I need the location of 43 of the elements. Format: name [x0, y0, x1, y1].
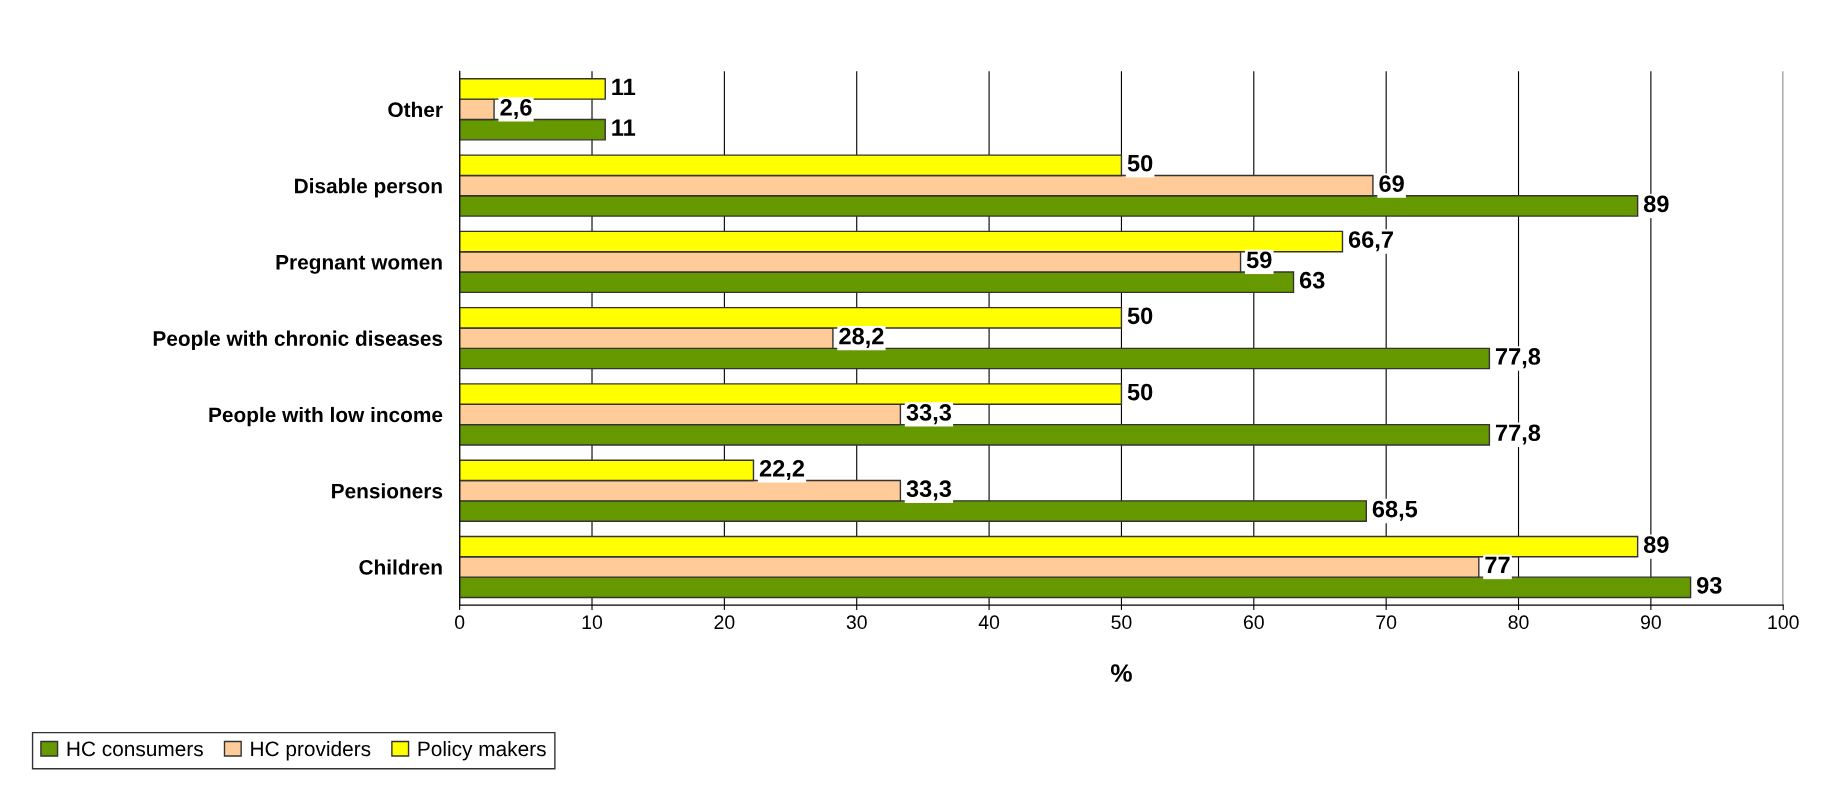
data-label: 77,8 [1495, 424, 1541, 445]
data-label: 69 [1379, 175, 1404, 192]
x-tick-label: 50 [1111, 615, 1132, 630]
data-label: 33,3 [906, 480, 952, 501]
x-tick-label: 60 [1243, 615, 1264, 630]
x-axis-title: % [1110, 664, 1132, 682]
x-tick-label: 0 [455, 615, 465, 630]
data-label: 50 [1127, 154, 1153, 172]
legend-label: HC providers [251, 740, 371, 761]
data-label: 93 [1696, 576, 1722, 594]
y-tick-label: Disable person [295, 178, 442, 198]
data-label: 68,5 [1372, 500, 1418, 521]
y-tick-label: Other [388, 101, 443, 118]
x-tick-label: 20 [714, 615, 735, 630]
data-label: 66,7 [1348, 231, 1393, 252]
x-tick-label: 100 [1768, 615, 1799, 630]
legend-label: HC consumers [67, 741, 203, 757]
y-tick-label: Children [359, 559, 442, 575]
data-label: 89 [1643, 195, 1669, 213]
y-tick-label: Pensioners [332, 483, 443, 499]
data-label: 63 [1299, 271, 1325, 289]
data-label: 22,2 [759, 459, 805, 481]
y-tick-label: Pregnant women [276, 255, 442, 274]
x-tick-label: 90 [1640, 615, 1661, 630]
x-tick-label: 70 [1376, 615, 1397, 630]
x-tick-label: 80 [1508, 615, 1529, 630]
x-tick-label: 10 [582, 615, 603, 630]
legend-label: Policy makers [418, 740, 546, 761]
data-label: 89 [1643, 536, 1669, 553]
data-label: 50 [1127, 307, 1153, 325]
data-label: 77,8 [1495, 348, 1541, 369]
y-tick-label: People with chronic diseases [153, 330, 443, 351]
data-label: 33,3 [906, 404, 952, 425]
x-tick-label: 40 [978, 615, 1000, 630]
data-label: 11 [612, 119, 636, 136]
data-label: 2,6 [500, 98, 532, 120]
data-label: 59 [1246, 251, 1272, 269]
x-tick-label: 30 [846, 615, 867, 630]
data-label: 28,2 [839, 327, 884, 348]
y-tick-label: People with low income [209, 406, 443, 427]
data-label: 50 [1127, 383, 1153, 401]
data-label: 11 [612, 78, 636, 96]
data-label: 77 [1485, 556, 1510, 574]
